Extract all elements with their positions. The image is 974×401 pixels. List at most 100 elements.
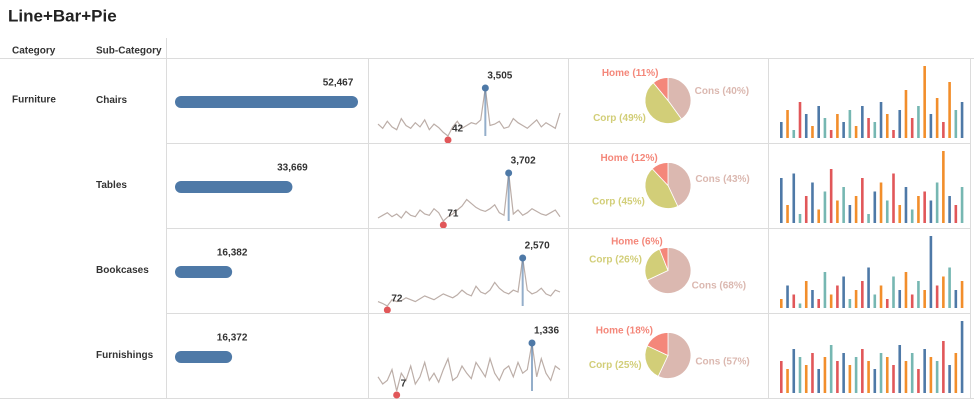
pie-slice [667, 162, 692, 207]
pie-label: Corp (26%) [589, 254, 642, 265]
mini-bar [923, 66, 926, 138]
pie-slice [646, 332, 669, 357]
bar-label: 16,372 [217, 333, 248, 344]
mini-bar [854, 196, 858, 223]
mini-bar [935, 98, 939, 138]
min-label: 42 [452, 124, 464, 135]
mini-bar [836, 285, 839, 308]
min-label: 72 [391, 294, 403, 305]
mini-bar [879, 353, 883, 393]
mini-bar [848, 299, 852, 308]
mini-bar [935, 361, 939, 393]
sparkline [377, 87, 561, 137]
pie-label: Corp (45%) [592, 196, 645, 207]
mini-bar [910, 209, 914, 223]
pie-slice [652, 77, 669, 102]
mini-bar [885, 114, 889, 138]
mini-bar [885, 299, 889, 308]
mini-bar [836, 114, 839, 138]
mini-bar [829, 169, 833, 223]
mini-bar [804, 365, 808, 393]
sub-category: Bookcases [96, 265, 149, 276]
mini-bar [898, 205, 902, 223]
mini-bar [786, 369, 789, 393]
min-point [444, 136, 452, 144]
mini-bar [917, 369, 920, 393]
title: Line+Bar+Pie [8, 6, 117, 25]
mini-bar [885, 200, 889, 223]
mini-bar [873, 191, 877, 223]
pie-label: Corp (25%) [589, 360, 642, 371]
mini-bar [848, 365, 852, 393]
mini-bar [923, 349, 926, 393]
min-label: 7 [401, 379, 407, 390]
pie-label: Cons (68%) [692, 281, 746, 292]
mini-bar [811, 353, 814, 393]
pie-label: Home (11%) [602, 68, 659, 79]
mini-bar [917, 196, 920, 223]
min-point [439, 221, 447, 229]
mini-bar [935, 285, 939, 308]
max-label: 3,702 [511, 156, 536, 167]
pie-label: Corp (49%) [593, 113, 646, 124]
mini-bar [823, 118, 827, 138]
mini-bar [792, 349, 796, 393]
mini-bar [836, 361, 839, 393]
min-point [383, 306, 391, 314]
mini-bar [898, 345, 902, 393]
mini-bar [885, 357, 889, 393]
mini-bar [892, 276, 895, 308]
mini-bar [780, 178, 783, 223]
max-point [481, 84, 489, 92]
bar-label: 52,467 [323, 78, 354, 89]
mini-bar [960, 281, 964, 308]
mini-bar [923, 290, 926, 308]
mini-bar [948, 365, 951, 393]
mini-bar [811, 182, 814, 223]
header: Sub-Category [96, 46, 162, 57]
max-label: 3,505 [487, 71, 512, 82]
mini-bar [823, 357, 827, 393]
pie-slice [657, 332, 692, 379]
mini-bar [842, 187, 845, 223]
sub-category: Tables [96, 180, 127, 191]
pie-label: Home (18%) [596, 326, 653, 337]
mini-bar [879, 285, 883, 308]
mini-bar [929, 200, 933, 223]
pie-label: Home (12%) [600, 153, 657, 164]
mini-bar [910, 353, 914, 393]
mini-bar [904, 90, 908, 138]
mini-bar [867, 118, 870, 138]
mini-bar [867, 361, 870, 393]
mini-bar [817, 299, 820, 308]
header: Category [12, 46, 56, 57]
mini-bar [842, 122, 845, 138]
mini-bar [780, 122, 783, 138]
mini-bar [898, 290, 902, 308]
mini-bar [910, 294, 914, 308]
mini-bar [804, 196, 808, 223]
mini-bar [954, 353, 958, 393]
mini-bar [904, 272, 908, 308]
mini-bar [848, 205, 852, 223]
mini-bar [923, 191, 926, 223]
pie-slice [667, 77, 692, 120]
mini-bar [792, 294, 796, 308]
mini-bar [829, 130, 833, 138]
max-point [519, 254, 527, 262]
max-label: 2,570 [525, 241, 550, 252]
mini-bar [836, 200, 839, 223]
mini-bar [867, 214, 870, 223]
mini-bar [960, 321, 964, 393]
sparkline [377, 342, 561, 392]
sparkline [377, 257, 561, 307]
pie-slice [644, 345, 669, 377]
bar-label: 33,669 [277, 163, 308, 174]
pie-slice [644, 168, 679, 209]
mini-bar [804, 114, 808, 138]
mini-bar [960, 187, 964, 223]
mini-bar [861, 178, 864, 223]
pie-label: Cons (57%) [695, 356, 749, 367]
